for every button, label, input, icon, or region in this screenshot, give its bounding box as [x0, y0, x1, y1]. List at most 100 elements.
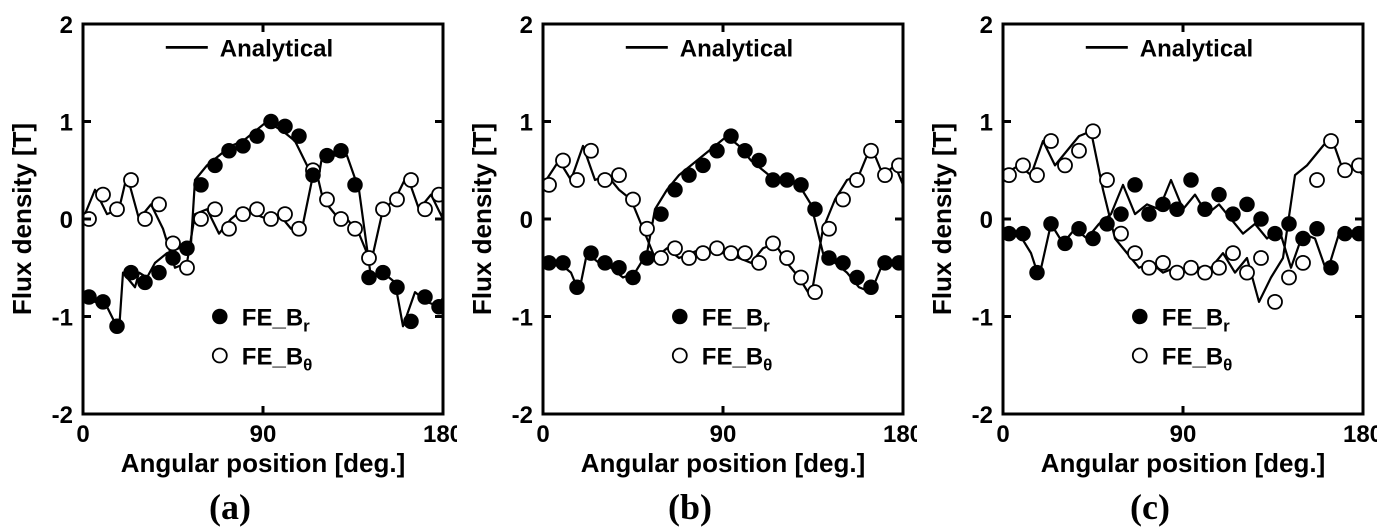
- legend-analytical-label: Analytical: [220, 35, 333, 62]
- x-tick-label: 0: [996, 421, 1009, 448]
- marker-FE-Br: [556, 256, 570, 270]
- subplot-label-a: (a): [209, 486, 251, 528]
- legend-feBr-marker: [673, 310, 687, 324]
- marker-FE-Btheta: [808, 285, 822, 299]
- marker-FE-Btheta: [1170, 266, 1184, 280]
- marker-FE-Btheta: [124, 173, 138, 187]
- y-axis-label: Flux density [T]: [467, 123, 497, 315]
- marker-FE-Btheta: [570, 173, 584, 187]
- legend-feBr-marker: [213, 310, 227, 324]
- marker-FE-Br: [1072, 222, 1086, 236]
- line-analytical-Br: [543, 136, 903, 292]
- marker-FE-Btheta: [710, 241, 724, 255]
- chart-c: AnalyticalFE_BrFE_Bθ090180-2-1012Angular…: [923, 10, 1377, 484]
- chart-b: AnalyticalFE_BrFE_Bθ090180-2-1012Angular…: [463, 10, 917, 484]
- marker-FE-Br: [1156, 197, 1170, 211]
- legend-feBtheta-marker: [673, 349, 687, 363]
- marker-FE-Br: [668, 183, 682, 197]
- legend-feBr-marker: [1133, 310, 1147, 324]
- marker-FE-Btheta: [138, 212, 152, 226]
- subplot-label-c: (c): [1130, 486, 1170, 528]
- marker-FE-Btheta: [626, 193, 640, 207]
- marker-FE-Br: [138, 275, 152, 289]
- marker-FE-Btheta: [1128, 246, 1142, 260]
- marker-FE-Br: [110, 319, 124, 333]
- marker-FE-Br: [152, 266, 166, 280]
- marker-FE-Btheta: [1324, 134, 1338, 148]
- marker-FE-Br: [1240, 197, 1254, 211]
- panel-c: AnalyticalFE_BrFE_Bθ090180-2-1012Angular…: [923, 10, 1377, 528]
- marker-FE-Btheta: [292, 222, 306, 236]
- marker-FE-Btheta: [376, 202, 390, 216]
- marker-FE-Btheta: [1310, 173, 1324, 187]
- marker-FE-Br: [236, 139, 250, 153]
- x-tick-label: 0: [536, 421, 549, 448]
- marker-FE-Br: [724, 129, 738, 143]
- marker-FE-Btheta: [724, 246, 738, 260]
- y-tick-label: 0: [60, 207, 73, 234]
- marker-FE-Btheta: [1156, 256, 1170, 270]
- panel-b: AnalyticalFE_BrFE_Bθ090180-2-1012Angular…: [463, 10, 917, 528]
- marker-FE-Br: [738, 144, 752, 158]
- marker-FE-Btheta: [1086, 124, 1100, 138]
- marker-FE-Br: [1114, 207, 1128, 221]
- marker-FE-Btheta: [278, 207, 292, 221]
- marker-FE-Br: [418, 290, 432, 304]
- marker-FE-Btheta: [654, 251, 668, 265]
- marker-FE-Br: [278, 119, 292, 133]
- marker-FE-Br: [362, 271, 376, 285]
- marker-FE-Br: [250, 129, 264, 143]
- marker-FE-Br: [1198, 202, 1212, 216]
- line-analytical-Br: [83, 122, 443, 332]
- marker-FE-Br: [1016, 227, 1030, 241]
- legend-feBtheta-label: FE_Bθ: [702, 344, 773, 375]
- x-tick-label: 90: [710, 421, 737, 448]
- y-tick-label: 2: [980, 12, 993, 39]
- marker-FE-Br: [1324, 261, 1338, 275]
- marker-FE-Btheta: [836, 193, 850, 207]
- marker-FE-Btheta: [348, 222, 362, 236]
- marker-FE-Br: [348, 178, 362, 192]
- marker-FE-Br: [752, 154, 766, 168]
- marker-FE-Btheta: [696, 246, 710, 260]
- x-tick-label: 90: [250, 421, 277, 448]
- marker-FE-Btheta: [152, 197, 166, 211]
- marker-FE-Br: [166, 251, 180, 265]
- marker-FE-Br: [1128, 178, 1142, 192]
- y-tick-label: -1: [972, 305, 993, 332]
- marker-FE-Br: [376, 266, 390, 280]
- marker-FE-Btheta: [752, 256, 766, 270]
- marker-FE-Br: [96, 295, 110, 309]
- marker-FE-Br: [794, 178, 808, 192]
- marker-FE-Btheta: [96, 188, 110, 202]
- marker-FE-Btheta: [738, 246, 752, 260]
- y-tick-label: 0: [520, 207, 533, 234]
- y-axis-label: Flux density [T]: [927, 123, 957, 315]
- legend-feBtheta-label: FE_Bθ: [1162, 344, 1233, 375]
- marker-FE-Br: [836, 256, 850, 270]
- y-tick-label: 2: [60, 12, 73, 39]
- marker-FE-Br: [1226, 207, 1240, 221]
- marker-FE-Btheta: [404, 173, 418, 187]
- x-axis-label: Angular position [deg.]: [581, 448, 866, 478]
- y-tick-label: 0: [980, 207, 993, 234]
- marker-FE-Br: [878, 256, 892, 270]
- y-tick-label: -2: [512, 402, 533, 429]
- marker-FE-Btheta: [194, 212, 208, 226]
- marker-FE-Btheta: [418, 202, 432, 216]
- marker-FE-Br: [640, 251, 654, 265]
- marker-FE-Br: [404, 314, 418, 328]
- marker-FE-Btheta: [822, 222, 836, 236]
- marker-FE-Br: [1058, 236, 1072, 250]
- legend-feBr-label: FE_Br: [242, 305, 310, 336]
- marker-FE-Br: [222, 144, 236, 158]
- marker-FE-Br: [1338, 227, 1352, 241]
- x-axis-label: Angular position [deg.]: [121, 448, 406, 478]
- legend-feBr-label: FE_Br: [1162, 305, 1230, 336]
- marker-FE-Btheta: [1072, 144, 1086, 158]
- marker-FE-Btheta: [250, 202, 264, 216]
- marker-FE-Btheta: [1114, 227, 1128, 241]
- y-axis-label: Flux density [T]: [7, 123, 37, 315]
- legend-feBtheta-marker: [1133, 349, 1147, 363]
- marker-FE-Btheta: [1226, 246, 1240, 260]
